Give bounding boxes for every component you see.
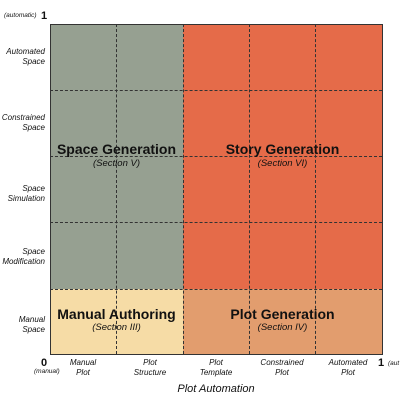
x-label-plot-template: Plot Template xyxy=(199,358,233,377)
grid-line-v2 xyxy=(183,24,184,354)
plot-generation-section: (Section IV) xyxy=(257,322,308,333)
x-axis-origin-note: (manual) xyxy=(34,368,60,375)
story-generation-section: (Section VI) xyxy=(257,158,308,169)
x-axis-origin-value: 0 xyxy=(41,357,48,369)
x-label-constrained-plot: Constrained Plot xyxy=(260,358,304,377)
x-label-automated-plot: Automated Plot xyxy=(328,358,368,377)
diagram-frame xyxy=(50,24,383,355)
manual-authoring-title: Manual Authoring xyxy=(57,306,176,322)
plot-generation-title: Plot Generation xyxy=(230,306,335,322)
grid-line-v1 xyxy=(116,24,117,354)
space-generation-title: Space Generation xyxy=(56,141,177,157)
x-label-manual-plot: Manual Plot xyxy=(69,358,97,377)
story-generation-title: Story Generation xyxy=(225,141,340,157)
y-label-space-modification: Space Modification xyxy=(2,247,45,266)
x-axis-end-value: 1 xyxy=(378,357,385,369)
x-axis-title: Plot Automation xyxy=(177,383,255,395)
grid-line-h3 xyxy=(50,222,382,223)
y-label-automated-space: Automated Space xyxy=(6,47,45,66)
grid-line-h4 xyxy=(50,289,382,290)
y-label-space-simulation: Space Simulation xyxy=(7,184,45,203)
grid-line-v3 xyxy=(249,24,250,354)
y-label-manual-space: Manual Space xyxy=(18,315,45,334)
space-generation-section: (Section V) xyxy=(93,158,140,169)
y-label-constrained-space: Constrained Space xyxy=(1,113,45,132)
x-label-plot-structure: Plot Structure xyxy=(133,358,167,377)
y-axis-top-value: 1 xyxy=(41,10,48,22)
grid-line-h1 xyxy=(50,90,382,91)
grid-line-h2 xyxy=(50,156,382,157)
y-axis-top-note: (automatic) xyxy=(4,12,37,19)
grid-line-v4 xyxy=(315,24,316,354)
manual-authoring-section: (Section III) xyxy=(92,322,141,333)
x-axis-end-note: (aut xyxy=(388,360,400,367)
plot-generation-region xyxy=(183,289,382,354)
